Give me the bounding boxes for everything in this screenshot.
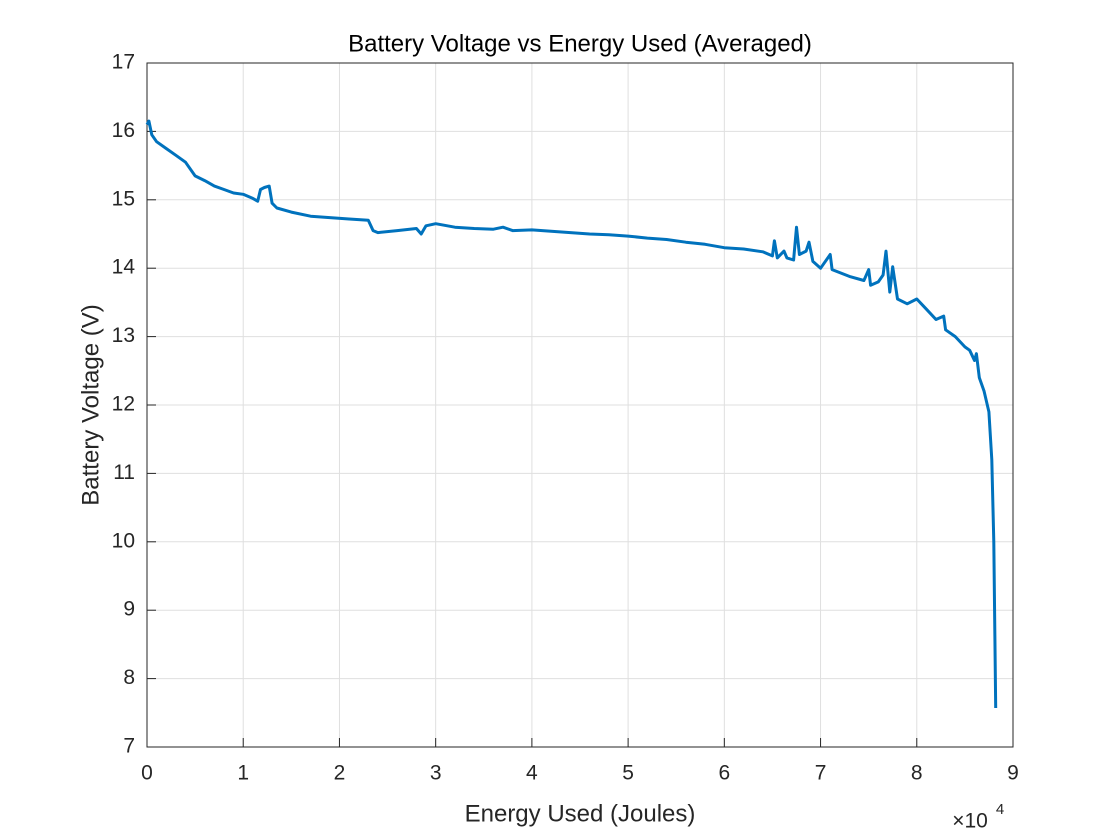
x-tick-label: 2 [334, 762, 346, 785]
y-tick-label: 16 [112, 119, 135, 142]
x-tick-label: 4 [526, 762, 538, 785]
x-tick-label: 5 [622, 762, 634, 785]
x-tick-label: 8 [911, 762, 923, 785]
y-tick-label: 7 [123, 735, 135, 758]
y-axis-label: Battery Voltage (V) [77, 304, 104, 505]
x-tick-label: 1 [237, 762, 249, 785]
chart-title: Battery Voltage vs Energy Used (Averaged… [348, 30, 812, 57]
y-tick-label: 15 [112, 187, 135, 210]
x-axis-label: Energy Used (Joules) [465, 800, 696, 827]
data-line [145, 119, 998, 709]
x-multiplier: ×10 [952, 810, 988, 833]
x-tick-label: 9 [1007, 762, 1019, 785]
y-tick-label: 14 [112, 256, 136, 279]
y-tick-label: 12 [112, 393, 135, 416]
x-tick-label: 7 [815, 762, 827, 785]
y-tick-label: 13 [112, 324, 135, 347]
y-tick-label: 9 [123, 598, 135, 621]
axes-box [146, 62, 1014, 748]
x-tick-label: 0 [141, 762, 153, 785]
y-tick-label: 11 [113, 461, 135, 484]
x-exponent: 4 [996, 801, 1004, 818]
y-tick-label: 10 [112, 529, 135, 552]
y-tick-label: 17 [112, 51, 135, 74]
x-tick-label: 3 [430, 762, 442, 785]
y-tick-label: 8 [123, 666, 135, 689]
x-tick-label: 6 [718, 762, 730, 785]
